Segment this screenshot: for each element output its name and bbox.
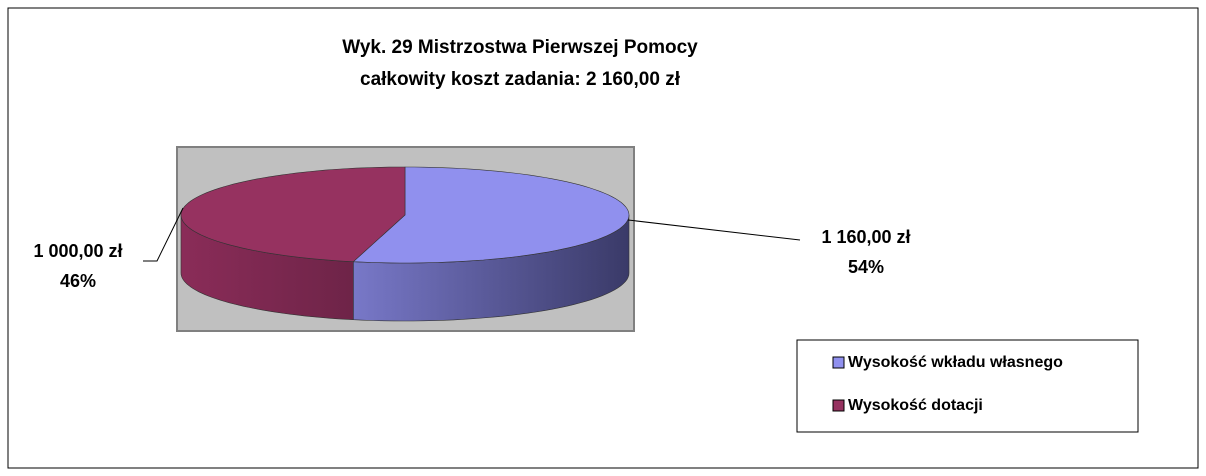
- leader-line: [143, 207, 184, 262]
- percent-label: 46%: [60, 271, 96, 291]
- chart-subtitle: całkowity koszt zadania: 2 160,00 zł: [360, 69, 681, 90]
- legend-swatch: [832, 399, 845, 412]
- legend: [796, 339, 1139, 433]
- percent-label: 54%: [848, 257, 884, 277]
- leader-line: [627, 219, 801, 241]
- data-label: 1 000,00 zł: [33, 241, 122, 261]
- legend-label: Wysokość dotacji: [848, 397, 983, 414]
- legend-label: Wysokość wkładu własnego: [848, 354, 1063, 371]
- data-label: 1 160,00 zł: [821, 227, 910, 247]
- slice: [352, 166, 630, 264]
- pie: [180, 166, 630, 322]
- legend-swatch: [832, 356, 845, 369]
- chart-title: Wyk. 29 Mistrzostwa Pierwszej Pomocy: [342, 37, 698, 58]
